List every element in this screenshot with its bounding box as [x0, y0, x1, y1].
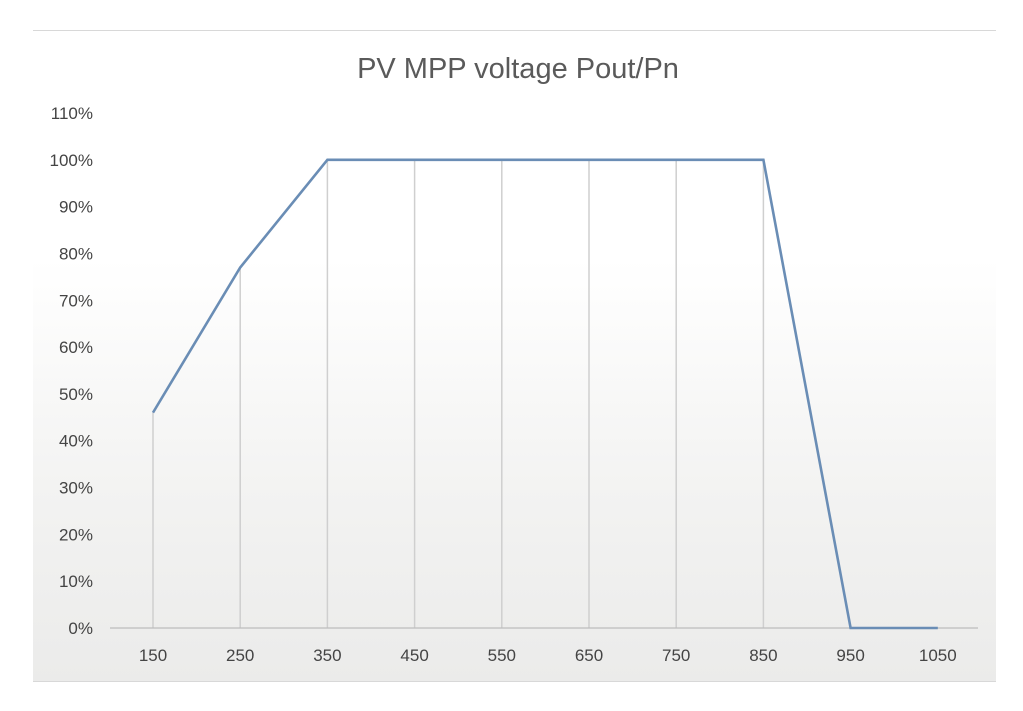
x-tick-label: 250 [226, 646, 254, 665]
y-tick-label: 100% [50, 151, 93, 170]
y-tick-label: 70% [59, 291, 93, 310]
drop-lines [152, 159, 765, 628]
x-tick-label: 750 [662, 646, 690, 665]
y-tick-label: 0% [68, 619, 93, 638]
y-tick-label: 60% [59, 338, 93, 357]
y-tick-label: 40% [59, 432, 93, 451]
chart-frame [33, 30, 996, 682]
y-axis-tick-labels: 0% 10% 20% 30% 40% 50% 60% 70% 80% 90% 100% 110% [50, 104, 93, 638]
x-tick-label: 350 [313, 646, 341, 665]
x-tick-label: 950 [836, 646, 864, 665]
x-tick-label: 850 [749, 646, 777, 665]
x-tick-label: 1050 [919, 646, 957, 665]
x-tick-label: 650 [575, 646, 603, 665]
y-tick-label: 80% [59, 244, 93, 263]
x-axis-tick-labels: 150 250 350 450 550 650 750 850 950 1050 [139, 646, 957, 665]
x-tick-label: 450 [400, 646, 428, 665]
series-line [151, 158, 938, 630]
chart-title: PV MPP voltage Pout/Pn [357, 53, 679, 85]
y-tick-label: 10% [59, 572, 93, 591]
x-tick-label: 550 [488, 646, 516, 665]
x-tick-label: 150 [139, 646, 167, 665]
y-tick-label: 20% [59, 525, 93, 544]
y-tick-label: 30% [59, 479, 93, 498]
y-tick-label: 110% [51, 104, 93, 123]
y-tick-label: 50% [59, 385, 93, 404]
y-tick-label: 90% [59, 198, 93, 217]
